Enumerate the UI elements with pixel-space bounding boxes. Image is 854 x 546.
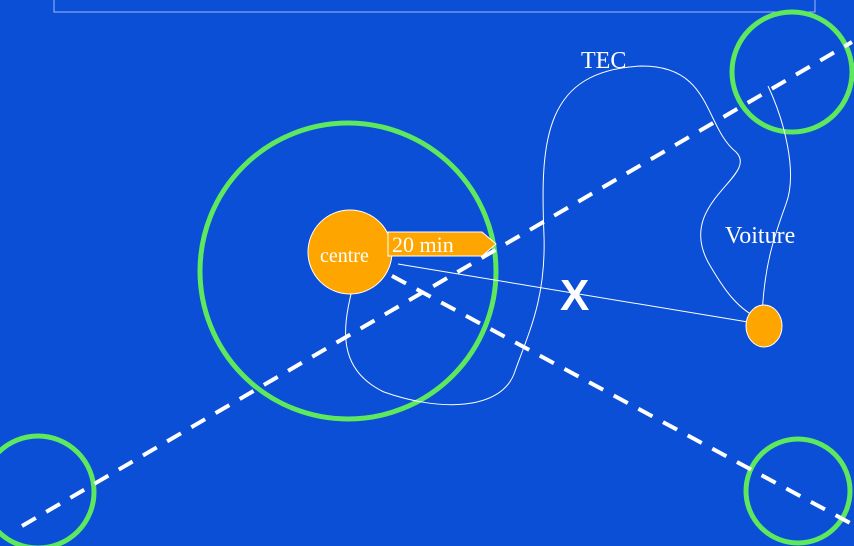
central-zone-ring <box>197 120 499 422</box>
arrow-right-icon <box>387 231 497 257</box>
tec-route-line <box>345 65 763 406</box>
tec-label: TEC <box>581 48 626 74</box>
direct-link-line <box>397 263 761 325</box>
voiture-route-line <box>761 85 791 319</box>
time-arrow-label: 20 min <box>392 232 454 257</box>
zone-ring-bottom-left <box>0 433 97 546</box>
zone-ring-bottom-right <box>743 436 853 546</box>
axis-dashed-line <box>317 234 853 526</box>
zone-ring-top-right <box>729 9 854 135</box>
top-frame <box>53 0 816 13</box>
axis-dashed-line <box>20 40 854 528</box>
centre-label: centre <box>320 245 369 267</box>
destination-node <box>745 304 783 348</box>
voiture-label: Voiture <box>725 223 795 249</box>
x-mark-icon: X <box>560 271 589 320</box>
